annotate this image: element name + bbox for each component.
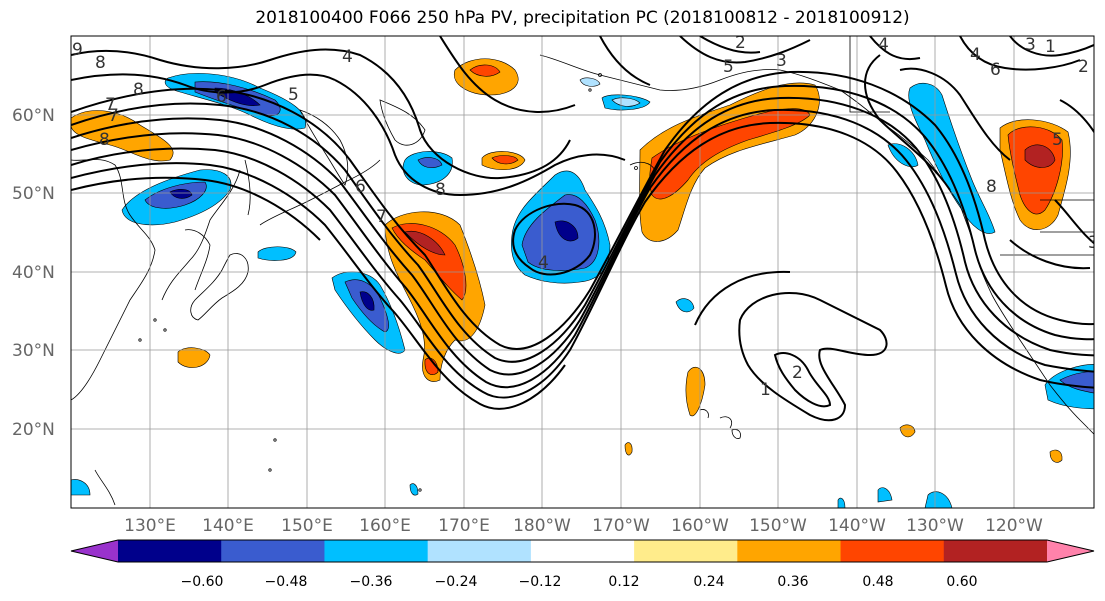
- contour-labels: 9 8 7 6 5 4 3 2 8 7 6 5 4 3 8 4 3 2 1 8 …: [72, 33, 1099, 400]
- colorbar-extend-max: [1047, 540, 1094, 562]
- svg-text:7: 7: [108, 106, 119, 126]
- svg-text:3: 3: [1088, 233, 1099, 253]
- colorbar-segment: [427, 540, 532, 562]
- svg-text:8: 8: [95, 53, 106, 73]
- svg-text:0.48: 0.48: [862, 574, 893, 590]
- lat-label-20n: 20°N: [12, 420, 55, 440]
- lat-label-50n: 50°N: [12, 184, 55, 204]
- colorbar-segment: [530, 540, 635, 562]
- colorbar: [70, 539, 1095, 563]
- colorbar-extend-min: [71, 540, 118, 562]
- lon-label: 170°E: [438, 516, 490, 536]
- colorbar-segment: [634, 540, 738, 562]
- pv-contours: [71, 36, 1094, 422]
- lat-label-40n: 40°N: [12, 263, 55, 283]
- svg-text:5: 5: [1052, 130, 1063, 150]
- colorbar-segment: [324, 540, 429, 562]
- lon-label: 160°W: [671, 516, 729, 536]
- lon-label: 150°W: [749, 516, 807, 536]
- svg-text:1: 1: [760, 380, 771, 400]
- svg-text:9: 9: [72, 40, 83, 60]
- graticule: [71, 36, 1094, 508]
- svg-text:−0.48: −0.48: [265, 574, 308, 590]
- svg-text:6: 6: [355, 177, 366, 197]
- colorbar-segment: [943, 540, 1048, 562]
- svg-text:8: 8: [435, 180, 446, 200]
- longitude-labels: 130°E 140°E 150°E 160°E 170°E 180°W 170°…: [124, 516, 1043, 536]
- svg-text:0.12: 0.12: [608, 574, 639, 590]
- lon-label: 150°E: [281, 516, 333, 536]
- svg-text:2: 2: [792, 363, 803, 383]
- lon-label: 140°W: [828, 516, 886, 536]
- svg-text:6: 6: [990, 60, 1001, 80]
- svg-text:−0.60: −0.60: [181, 574, 224, 590]
- lon-label: 180°W: [513, 516, 571, 536]
- svg-text:0.24: 0.24: [693, 574, 724, 590]
- lat-label-30n: 30°N: [12, 341, 55, 361]
- lon-label: 170°W: [592, 516, 650, 536]
- svg-text:4: 4: [538, 253, 549, 273]
- lon-label: 130°W: [906, 516, 964, 536]
- svg-text:4: 4: [970, 45, 981, 65]
- svg-text:−0.12: −0.12: [519, 574, 562, 590]
- svg-text:7: 7: [105, 95, 116, 115]
- svg-text:−0.36: −0.36: [350, 574, 393, 590]
- colorbar-segment: [737, 540, 842, 562]
- svg-text:4: 4: [878, 35, 889, 55]
- svg-text:4: 4: [342, 47, 353, 67]
- lon-label: 130°E: [124, 516, 176, 536]
- map-title: 2018100400 F066 250 hPa PV, precipitatio…: [255, 8, 910, 28]
- svg-text:5: 5: [288, 85, 299, 105]
- colorbar-segment: [221, 540, 325, 562]
- lon-label: 120°W: [985, 516, 1043, 536]
- lon-label: 140°E: [202, 516, 254, 536]
- svg-text:6: 6: [216, 87, 227, 107]
- svg-text:8: 8: [133, 80, 144, 100]
- colorbar-outline: [70, 539, 1095, 563]
- precipitation-shading: [71, 58, 1094, 508]
- svg-text:−0.24: −0.24: [435, 574, 478, 590]
- svg-text:7: 7: [376, 207, 387, 227]
- svg-text:0.60: 0.60: [946, 574, 977, 590]
- svg-text:3: 3: [1025, 35, 1036, 55]
- lon-label: 160°E: [359, 516, 411, 536]
- svg-text:8: 8: [99, 130, 110, 150]
- map-frame: [70, 35, 1095, 509]
- svg-text:2: 2: [735, 33, 746, 53]
- svg-text:3: 3: [776, 51, 787, 71]
- colorbar-segment: [840, 540, 945, 562]
- lat-label-60n: 60°N: [12, 106, 55, 126]
- svg-text:1: 1: [1045, 37, 1056, 57]
- colorbar-segment: [118, 540, 222, 562]
- latitude-labels: 60°N 50°N 40°N 30°N 20°N: [12, 106, 55, 440]
- svg-text:2: 2: [1078, 57, 1089, 77]
- svg-text:5: 5: [723, 57, 734, 77]
- svg-text:8: 8: [986, 177, 997, 197]
- colorbar-tick-labels: −0.60 −0.48 −0.36 −0.24 −0.12 0.12 0.24 …: [181, 574, 978, 590]
- svg-text:0.36: 0.36: [777, 574, 808, 590]
